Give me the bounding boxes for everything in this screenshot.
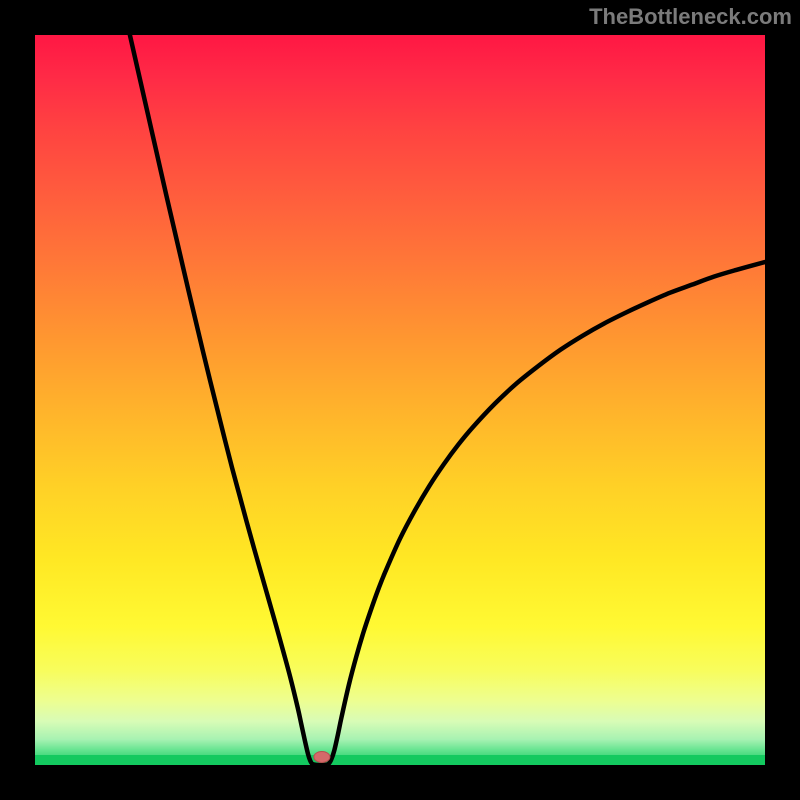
curve-layer — [35, 35, 765, 765]
plot-area — [35, 35, 765, 765]
bottleneck-curve — [130, 35, 765, 765]
optimum-marker — [314, 752, 330, 763]
watermark-text: TheBottleneck.com — [589, 4, 792, 30]
chart-frame: TheBottleneck.com — [0, 0, 800, 800]
